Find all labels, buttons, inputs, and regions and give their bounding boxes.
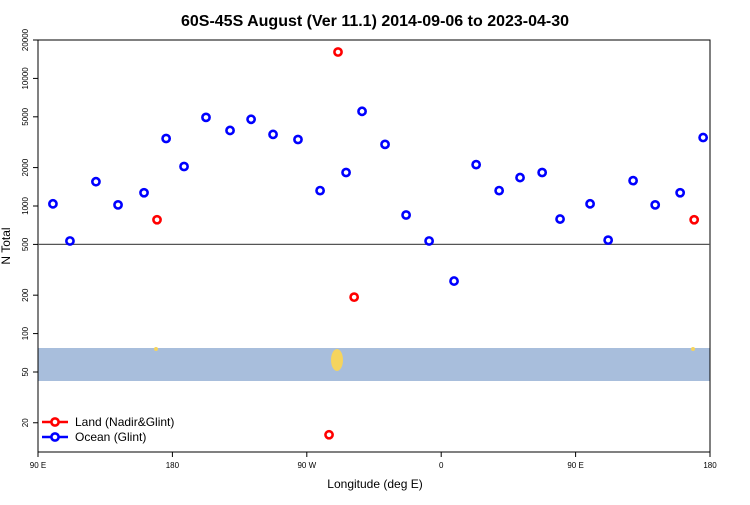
point xyxy=(628,175,638,186)
land-patch xyxy=(154,347,158,351)
x-tick-label: 180 xyxy=(703,461,717,470)
point xyxy=(48,198,58,209)
x-tick-label: 90 W xyxy=(297,461,316,470)
y-axis-label: N Total xyxy=(0,227,13,264)
legend-marker xyxy=(50,417,60,427)
y-tick-label: 100 xyxy=(21,326,30,340)
point xyxy=(161,133,172,144)
point xyxy=(139,187,149,198)
point xyxy=(268,129,278,140)
point xyxy=(225,125,235,136)
x-tick-label: 90 E xyxy=(567,461,583,470)
point xyxy=(65,236,75,246)
point xyxy=(152,214,162,225)
point xyxy=(603,235,614,246)
ocean-band xyxy=(38,348,710,381)
point xyxy=(689,214,700,225)
point xyxy=(113,199,123,210)
plot-frame xyxy=(37,39,711,453)
point xyxy=(349,292,360,303)
y-tick-label: 50 xyxy=(21,367,30,376)
point xyxy=(449,276,459,286)
point xyxy=(333,47,343,57)
chart-title: 60S-45S August (Ver 11.1) 2014-09-06 to … xyxy=(181,13,569,30)
legend-label: Land (Nadir&Glint) xyxy=(75,415,174,429)
land-patch xyxy=(331,349,343,371)
point xyxy=(650,199,661,210)
y-tick-label: 20000 xyxy=(21,28,30,51)
x-tick-label: 180 xyxy=(166,461,180,470)
point xyxy=(537,167,548,178)
point xyxy=(179,161,189,172)
x-tick-label: 0 xyxy=(439,461,444,470)
point xyxy=(471,159,482,170)
point xyxy=(293,134,303,145)
point xyxy=(201,112,211,123)
legend-label: Ocean (Glint) xyxy=(75,430,146,444)
point xyxy=(555,214,565,224)
x-tick-label: 90 E xyxy=(30,461,46,470)
point xyxy=(675,187,686,198)
point xyxy=(515,172,525,183)
point xyxy=(698,132,709,143)
point xyxy=(357,106,367,117)
point xyxy=(91,176,101,187)
y-tick-label: 2000 xyxy=(21,158,30,176)
point xyxy=(401,210,412,220)
y-tick-label: 20 xyxy=(21,418,30,427)
point xyxy=(315,185,325,196)
y-tick-label: 10000 xyxy=(21,67,30,90)
x-axis-label: Longitude (deg E) xyxy=(327,477,422,491)
point xyxy=(424,236,435,246)
point xyxy=(494,185,505,196)
point xyxy=(585,198,595,209)
point xyxy=(246,114,256,125)
y-tick-label: 1000 xyxy=(21,197,30,215)
y-tick-label: 500 xyxy=(21,237,30,251)
point xyxy=(380,139,390,150)
point xyxy=(341,167,351,178)
y-tick-label: 5000 xyxy=(21,107,30,125)
y-tick-label: 200 xyxy=(21,288,30,302)
point xyxy=(324,429,334,440)
land-patch xyxy=(691,347,695,351)
legend-marker xyxy=(50,432,60,442)
